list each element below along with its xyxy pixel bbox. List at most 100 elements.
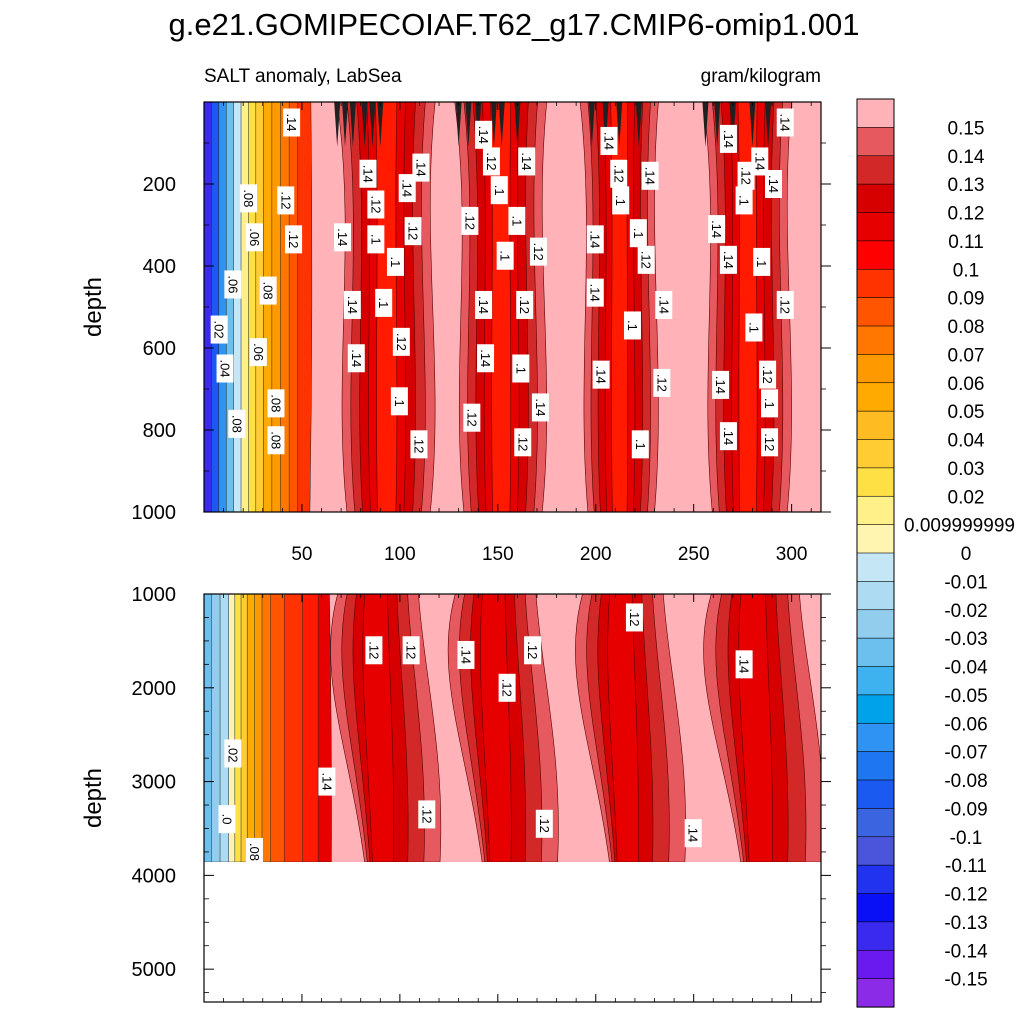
upper-contour-label-text: .12: [278, 191, 293, 209]
upper-contour-label-box: [343, 290, 361, 319]
upper-contour-label: .14: [518, 147, 536, 176]
upper-contour-label: .12: [737, 161, 755, 190]
upper-contour-label: .12: [277, 186, 295, 215]
colorbar-label: 0.12: [948, 204, 985, 225]
upper-contour-label: .1: [623, 311, 641, 340]
lower-contour-label-text: .14: [319, 773, 334, 791]
upper-contour-label: .12: [461, 206, 479, 235]
colorbar-swatch: [856, 467, 895, 497]
upper-contour-label: .14: [719, 422, 737, 451]
colorbar-frame: [856, 98, 895, 1008]
upper-contour-label-text: .08: [268, 431, 283, 449]
upper-contour-label-text: .14: [413, 159, 428, 177]
upper-surface-spike: [349, 102, 356, 147]
upper-contour-label: .1: [496, 241, 514, 270]
upper-contour-label-box: [482, 147, 500, 176]
lower-contour-label-text: .08: [247, 843, 262, 861]
upper-surface-spike: [490, 102, 497, 147]
upper-surface-spike: [635, 102, 642, 147]
upper-contour-label: .14: [283, 108, 301, 137]
colorbar-label: -0.1: [950, 828, 983, 849]
upper-contour-label: .04: [216, 354, 234, 383]
colorbar-label: 0.03: [948, 459, 985, 480]
upper-contour-label-box: [410, 430, 428, 459]
upper-contour-label: .1: [390, 387, 408, 416]
upper-contour-label: .14: [412, 153, 430, 182]
lower-contour-label-box: [418, 800, 436, 829]
upper-contour-label: .1: [753, 247, 771, 276]
upper-contour-label-text: .12: [464, 409, 479, 427]
upper-gradient-band: [297, 102, 313, 512]
upper-contour-label: .14: [600, 126, 618, 155]
upper-contour-label-text: .14: [478, 349, 493, 367]
upper-contour-label-text: .1: [513, 363, 528, 374]
lower-contour-label: .12: [524, 636, 542, 665]
lower-contour-label-text: .12: [525, 641, 540, 659]
colorbar-label: 0.1: [953, 260, 979, 281]
colorbar-label: -0.13: [944, 913, 987, 934]
colorbar-swatch: [856, 694, 895, 724]
upper-xtick-label: 50: [291, 544, 312, 565]
upper-contour-label-box: [719, 422, 737, 451]
upper-contour-label-text: .1: [509, 215, 524, 226]
colorbar-swatch: [856, 98, 895, 128]
upper-ytick-label: 600: [143, 338, 176, 360]
lower-contour-label: .14: [735, 650, 753, 679]
upper-contour-label-text: .02: [212, 321, 227, 339]
upper-contour-label-text: .14: [594, 366, 609, 384]
upper-contour-label-text: .1: [762, 398, 777, 409]
upper-contour-label-box: [267, 389, 285, 418]
upper-contour-label-text: .14: [778, 113, 793, 131]
upper-contour-label: .14: [592, 360, 610, 389]
upper-contour-label-box: [224, 270, 242, 299]
upper-surface-spike: [377, 102, 384, 147]
upper-contour-label: .14: [708, 215, 726, 244]
upper-contour-label: .14: [586, 278, 604, 307]
upper-surface-spike: [588, 102, 595, 147]
upper-contour-label-box: [776, 290, 794, 319]
upper-contour-label-text: .12: [515, 433, 530, 451]
upper-contour-label: .14: [719, 124, 737, 153]
lower-contour-label-text: .12: [419, 805, 434, 823]
upper-contour-label-box: [514, 428, 532, 457]
upper-contour-label-text: .14: [721, 427, 736, 445]
upper-contour-label: .12: [482, 147, 500, 176]
upper-surface-spike: [498, 102, 505, 147]
upper-contour-label: .12: [761, 428, 779, 457]
upper-surface-spike: [765, 102, 772, 147]
lower-contour-label: .14: [684, 819, 702, 848]
colorbar-label: -0.03: [944, 629, 987, 650]
upper-contour-label: .14: [347, 344, 365, 373]
upper-contour-label-text: .14: [345, 296, 360, 314]
upper-contour-label-box: [375, 288, 393, 317]
lower-contour-label-box: [735, 650, 753, 679]
upper-contour-label-box: [249, 338, 267, 367]
upper-contour-label-box: [404, 217, 422, 246]
upper-xtick-label: 300: [776, 544, 808, 565]
colorbar-swatch: [856, 382, 895, 412]
lower-contour-label: .0: [218, 805, 236, 834]
lower-contour-label: .12: [625, 603, 643, 632]
lower-contour-label-box: [245, 837, 263, 866]
upper-surface-spike: [616, 102, 623, 147]
upper-surface-spike: [602, 102, 609, 147]
colorbar-swatch: [856, 921, 895, 951]
lower-contour-label-text: .12: [404, 641, 419, 659]
colorbar-swatch: [856, 297, 895, 327]
colorbar-swatch: [856, 183, 895, 214]
colorbar-swatch: [856, 637, 895, 668]
upper-contour-label-text: .14: [766, 175, 781, 193]
lower-gradient-band: [317, 594, 332, 862]
upper-contour-label-text: .06: [251, 343, 266, 361]
colorbar-label: -0.14: [944, 941, 988, 962]
colorbar-swatch: [856, 609, 895, 639]
upper-contour-label-box: [463, 403, 481, 432]
upper-contour-label-text: .14: [721, 130, 736, 148]
colorbar-label: 0.15: [948, 118, 985, 139]
upper-contour-label-box: [612, 186, 630, 215]
upper-contour-label-text: .14: [335, 228, 350, 246]
upper-contour-label-text: .12: [394, 333, 409, 351]
upper-surface-spike: [361, 102, 368, 147]
upper-contour-label-box: [240, 184, 258, 213]
upper-contour-label-box: [761, 428, 779, 457]
